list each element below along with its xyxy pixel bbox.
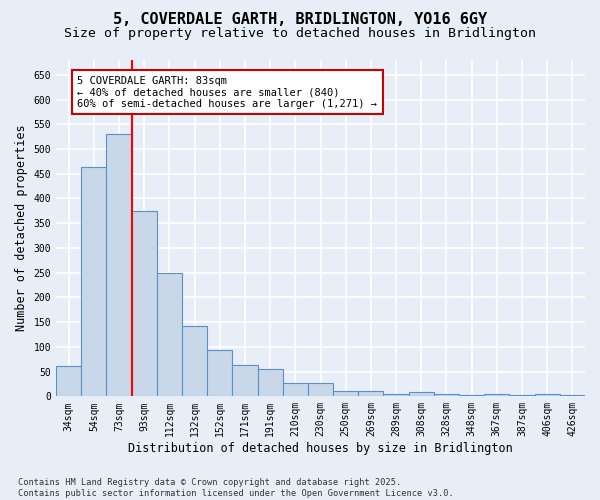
X-axis label: Distribution of detached houses by size in Bridlington: Distribution of detached houses by size … [128, 442, 513, 455]
Text: 5 COVERDALE GARTH: 83sqm
← 40% of detached houses are smaller (840)
60% of semi-: 5 COVERDALE GARTH: 83sqm ← 40% of detach… [77, 76, 377, 108]
Bar [459, 395, 484, 396]
Bar [484, 394, 509, 396]
Bar [182, 326, 207, 396]
Bar [157, 272, 182, 396]
Bar [207, 350, 232, 397]
Bar [383, 394, 409, 396]
Bar [81, 168, 106, 396]
Bar [333, 391, 358, 396]
Bar [434, 394, 459, 396]
Bar [535, 394, 560, 396]
Text: 5, COVERDALE GARTH, BRIDLINGTON, YO16 6GY: 5, COVERDALE GARTH, BRIDLINGTON, YO16 6G… [113, 12, 487, 28]
Bar [257, 369, 283, 396]
Bar [358, 391, 383, 396]
Bar [131, 211, 157, 396]
Bar [56, 366, 81, 396]
Bar [283, 384, 308, 396]
Bar [409, 392, 434, 396]
Bar [232, 365, 257, 396]
Bar [106, 134, 131, 396]
Text: Size of property relative to detached houses in Bridlington: Size of property relative to detached ho… [64, 28, 536, 40]
Bar [509, 395, 535, 396]
Y-axis label: Number of detached properties: Number of detached properties [15, 125, 28, 332]
Bar [308, 384, 333, 396]
Text: Contains HM Land Registry data © Crown copyright and database right 2025.
Contai: Contains HM Land Registry data © Crown c… [18, 478, 454, 498]
